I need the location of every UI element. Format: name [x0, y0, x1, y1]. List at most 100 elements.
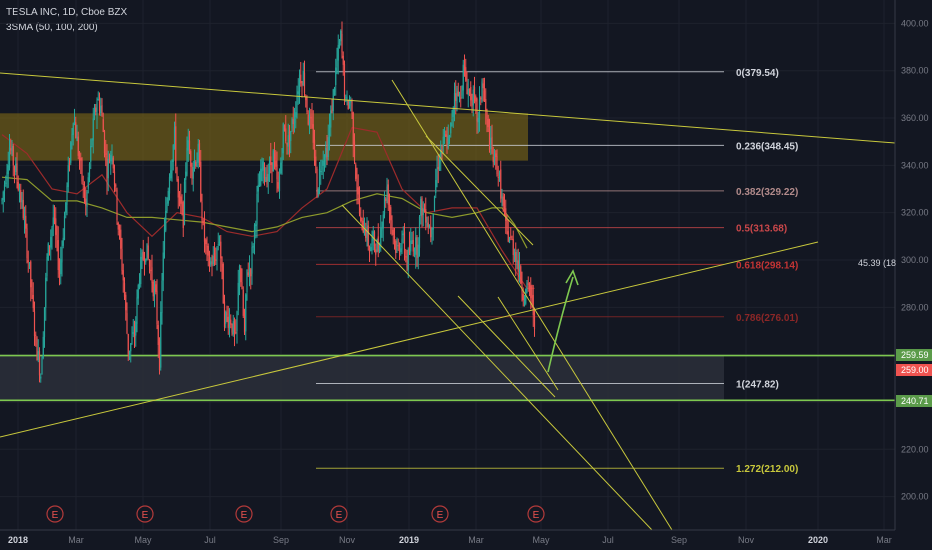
candle-body	[492, 156, 494, 163]
candle	[98, 92, 101, 116]
candle-body	[522, 294, 524, 301]
candle-body	[20, 190, 22, 203]
candle-body	[507, 231, 509, 242]
candle-body	[48, 245, 51, 248]
candle-body	[378, 248, 381, 250]
candle	[301, 80, 303, 98]
candle	[27, 250, 29, 273]
candle	[395, 239, 397, 259]
candle	[235, 319, 237, 335]
candle-body	[487, 119, 489, 128]
candle-body	[118, 230, 121, 233]
candle-body	[495, 153, 497, 157]
candle	[216, 245, 218, 271]
candle-body	[446, 139, 448, 149]
earnings-marker[interactable]: E	[330, 505, 348, 523]
earnings-marker[interactable]: E	[46, 505, 64, 523]
candle	[57, 226, 59, 278]
candle-body	[496, 155, 498, 175]
candle	[353, 133, 356, 165]
candle-body	[510, 236, 512, 238]
candle-body	[88, 163, 91, 177]
candle-body	[307, 114, 309, 125]
candle	[166, 197, 168, 214]
candle-body	[178, 196, 181, 198]
candle-body	[147, 245, 149, 259]
candle-body	[78, 154, 81, 161]
candle	[282, 122, 284, 160]
candle	[157, 320, 159, 359]
candle-body	[502, 196, 504, 206]
candle-body	[165, 210, 167, 231]
candle	[308, 107, 311, 135]
candle-body	[96, 102, 98, 116]
candle	[510, 227, 512, 241]
candle-body	[102, 119, 104, 133]
candle	[223, 294, 226, 332]
candle	[338, 39, 341, 49]
time-axis-tick-label: Jul	[602, 535, 614, 545]
candle-body	[527, 283, 529, 285]
candle	[383, 191, 386, 219]
candle-body	[397, 245, 399, 247]
candle-body	[385, 198, 387, 201]
candle	[66, 182, 68, 216]
candle-body	[412, 240, 414, 252]
candle-body	[233, 321, 236, 333]
candle	[22, 189, 24, 221]
candle	[61, 240, 63, 277]
candle-body	[135, 321, 137, 336]
candle	[197, 138, 199, 169]
candle	[461, 85, 463, 99]
candle-body	[155, 284, 157, 292]
candle	[455, 80, 457, 115]
earnings-marker-circle	[235, 505, 253, 523]
earnings-marker[interactable]: E	[136, 505, 154, 523]
candle	[292, 106, 294, 135]
candle	[423, 203, 426, 213]
candle-body	[83, 185, 86, 202]
candle-body	[321, 166, 323, 170]
candle-body	[377, 236, 379, 252]
earnings-marker[interactable]: E	[235, 505, 253, 523]
candle	[10, 138, 12, 155]
earnings-marker[interactable]: E	[431, 505, 449, 523]
candle	[296, 85, 298, 119]
candle	[205, 238, 207, 255]
candle	[196, 152, 198, 168]
candle	[167, 187, 169, 206]
trendline	[0, 72, 896, 144]
candle	[497, 165, 499, 187]
candle	[352, 111, 354, 158]
candle	[92, 107, 94, 154]
candle	[93, 104, 96, 121]
candle	[528, 282, 531, 297]
candle-body	[335, 67, 337, 86]
candle	[218, 235, 221, 246]
candle	[328, 113, 331, 151]
candle	[515, 242, 517, 276]
earnings-marker-label: E	[142, 510, 149, 521]
candle	[151, 254, 153, 293]
candle	[7, 151, 9, 188]
sma-50-line	[1, 126, 535, 289]
support-lines	[0, 354, 895, 402]
candle-body	[413, 252, 416, 255]
candle	[6, 163, 8, 189]
candle-body	[426, 223, 428, 226]
candle-body	[125, 294, 127, 311]
candle-body	[331, 108, 333, 114]
candle	[170, 160, 172, 181]
price-axis-tick-label: 280.00	[901, 302, 929, 312]
candle-body	[28, 262, 31, 264]
earnings-marker[interactable]: E	[527, 505, 545, 523]
candle-body	[448, 135, 451, 138]
candle-body	[212, 255, 214, 265]
candle	[376, 238, 378, 253]
candle-body	[353, 141, 356, 162]
candle-body	[240, 267, 242, 283]
candle	[251, 241, 253, 285]
candle-body	[143, 262, 146, 264]
candle	[72, 122, 74, 146]
